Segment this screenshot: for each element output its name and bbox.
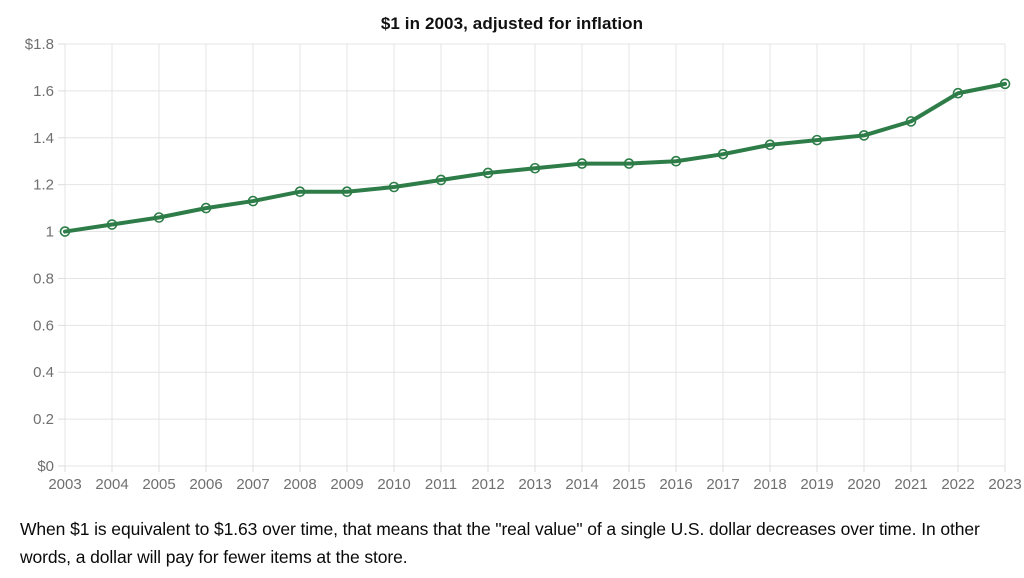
chart-caption: When $1 is equivalent to $1.63 over time… bbox=[20, 519, 980, 567]
x-axis-label: 2005 bbox=[142, 476, 175, 493]
x-axis-label: 2003 bbox=[48, 476, 81, 493]
x-axis-label: 2015 bbox=[612, 476, 645, 493]
y-axis-label: 0.4 bbox=[33, 364, 54, 381]
y-axis-label: 1.2 bbox=[33, 177, 54, 194]
x-axis-label: 2012 bbox=[471, 476, 504, 493]
chart-title: $1 in 2003, adjusted for inflation bbox=[380, 14, 644, 33]
x-axis-label: 2006 bbox=[189, 476, 222, 493]
x-axis-label: 2014 bbox=[565, 476, 598, 493]
y-axis-label: 1.6 bbox=[33, 83, 54, 100]
x-axis-label: 2018 bbox=[753, 476, 786, 493]
y-axis-label: 0.8 bbox=[33, 270, 54, 287]
x-axis-label: 2010 bbox=[377, 476, 410, 493]
x-axis-label: 2019 bbox=[800, 476, 833, 493]
x-axis-label: 2022 bbox=[941, 476, 974, 493]
y-axis-label: 1 bbox=[46, 224, 54, 241]
inflation-line-chart: $0 0.2 0.4 0.6 0.8 1 1.2 1.4 1.6 $1.8 2003 2004 2005… bbox=[25, 36, 1022, 493]
x-axis-label: 2013 bbox=[518, 476, 551, 493]
y-axis-label: 1.4 bbox=[33, 130, 54, 147]
x-axis-label: 2016 bbox=[659, 476, 692, 493]
x-axis-label: 2023 bbox=[988, 476, 1021, 493]
x-axis-label: 2017 bbox=[706, 476, 739, 493]
x-axis-label: 2021 bbox=[894, 476, 927, 493]
x-axis-label: 2011 bbox=[425, 476, 457, 493]
trend-line bbox=[63, 81, 1007, 234]
y-axis-label: 0.6 bbox=[33, 317, 54, 334]
y-axis-label: $0 bbox=[37, 458, 54, 475]
y-axis-label: 0.2 bbox=[33, 411, 54, 428]
x-axis-label: 2009 bbox=[330, 476, 363, 493]
x-axis-label: 2004 bbox=[95, 476, 128, 493]
y-axis-label: $1.8 bbox=[25, 36, 54, 53]
x-axis-label: 2020 bbox=[847, 476, 880, 493]
x-axis-label: 2007 bbox=[236, 476, 269, 493]
x-axis-label: 2008 bbox=[283, 476, 316, 493]
